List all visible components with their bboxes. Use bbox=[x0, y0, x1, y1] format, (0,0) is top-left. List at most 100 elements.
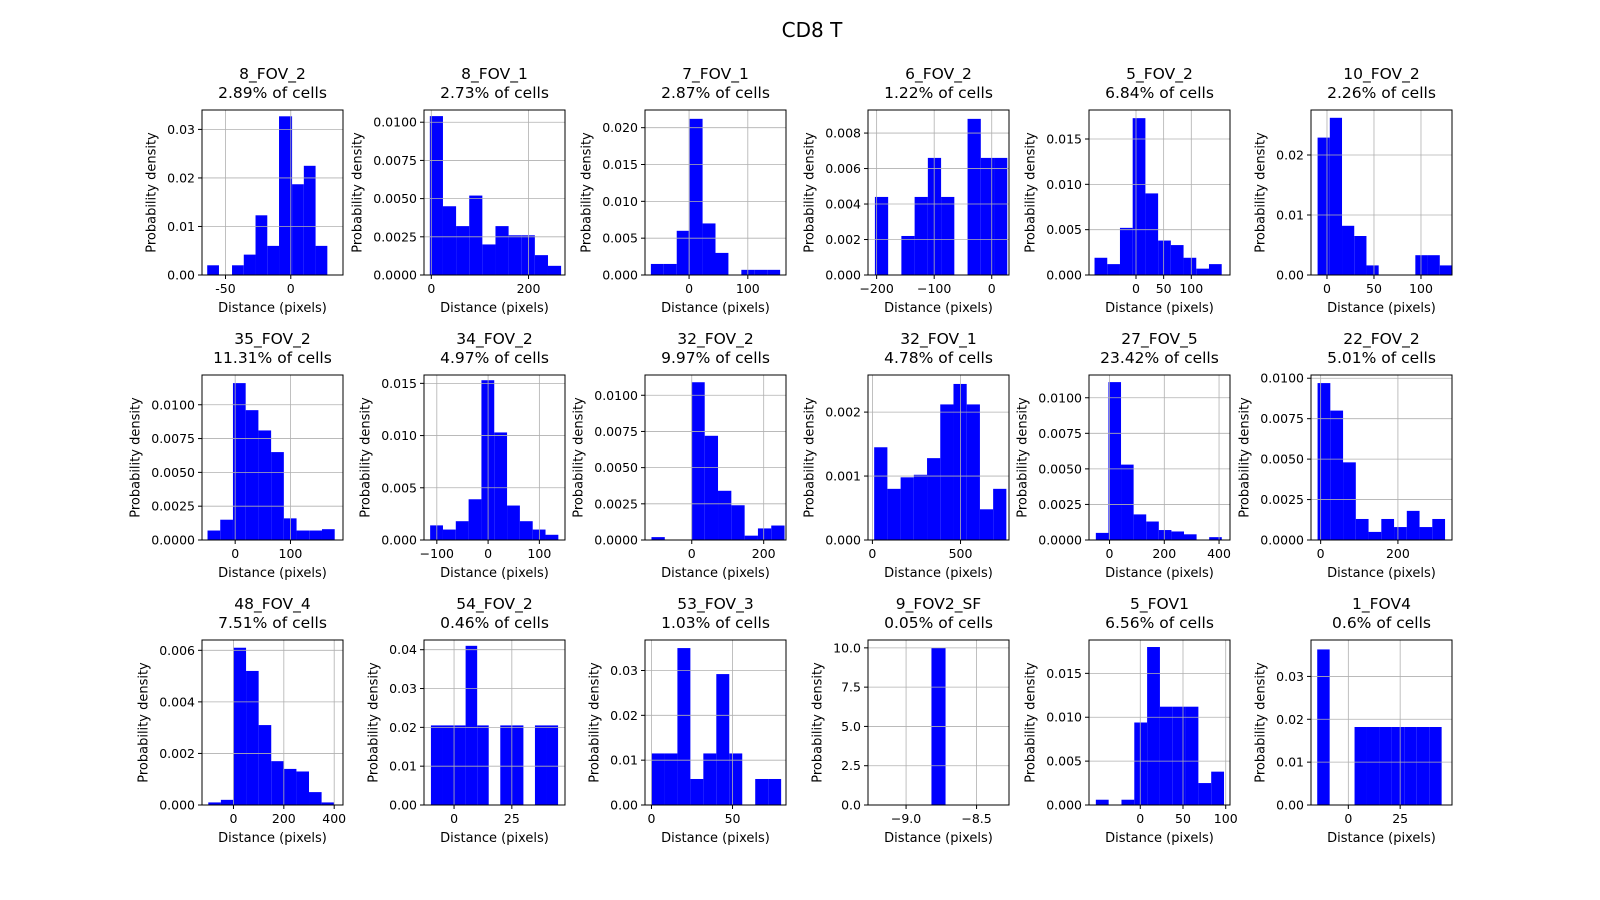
histogram-bar bbox=[650, 263, 664, 275]
histogram-bar bbox=[233, 647, 247, 805]
y-tick-label: 0.01 bbox=[389, 759, 417, 774]
y-axis-label: Probability density bbox=[1238, 397, 1253, 518]
x-tick-label: 0 bbox=[1132, 281, 1140, 296]
panel-title: 34_FOV_2 bbox=[456, 330, 533, 349]
histogram-bar bbox=[220, 519, 233, 540]
histogram-bar bbox=[455, 521, 469, 540]
histogram-bar bbox=[495, 226, 509, 275]
histogram-bar bbox=[454, 725, 466, 805]
axes-frame bbox=[201, 109, 344, 276]
histogram-bar bbox=[258, 725, 272, 805]
y-tick-label: 0.03 bbox=[610, 663, 638, 678]
x-axis-label: Distance (pixels) bbox=[884, 566, 993, 581]
y-tick-label: 0.02 bbox=[389, 720, 417, 735]
histogram-bar bbox=[519, 521, 533, 540]
y-tick-label: 0.005 bbox=[381, 480, 417, 495]
histogram-bar bbox=[271, 452, 284, 540]
histogram-bar bbox=[1196, 268, 1209, 275]
y-tick-label: 0.002 bbox=[825, 232, 861, 247]
histogram-bar bbox=[442, 529, 456, 540]
histogram-panel: −100 0 100 0.000 0.005 0.010 0.015 34_FOV_24.97… bbox=[359, 330, 566, 581]
x-axis-label: Distance (pixels) bbox=[1327, 566, 1436, 581]
histogram-bar bbox=[1134, 722, 1148, 805]
histogram-bar bbox=[1158, 530, 1172, 540]
x-axis-label: Distance (pixels) bbox=[1327, 301, 1436, 316]
axes-frame bbox=[644, 374, 787, 541]
histogram-bar bbox=[754, 269, 768, 275]
axes-frame bbox=[644, 109, 787, 276]
y-axis-label: Probability density bbox=[1016, 397, 1031, 518]
histogram-panel: −9.0 −8.5 0.0 2.5 5.0 7.5 10.0 9_FOV2_SF0.05% o… bbox=[810, 595, 1010, 846]
panel-subtitle: 1.03% of cells bbox=[661, 614, 770, 632]
histogram-bar bbox=[1317, 649, 1330, 805]
y-axis-label: Probability density bbox=[587, 662, 602, 783]
histogram-bar bbox=[901, 235, 915, 275]
histogram-bar bbox=[1183, 257, 1197, 275]
histogram-bar bbox=[508, 235, 522, 275]
x-tick-label: 0 bbox=[484, 546, 492, 561]
histogram-bar bbox=[771, 525, 785, 540]
histogram-panel: 0 500 0.000 0.001 0.002 32_FOV_14.78% of cell… bbox=[803, 330, 1010, 581]
histogram-bar bbox=[767, 269, 781, 275]
histogram-bar bbox=[704, 435, 719, 540]
histogram-bar bbox=[430, 725, 443, 805]
panel-title: 8_FOV_2 bbox=[239, 65, 306, 84]
y-tick-label: 0.0100 bbox=[373, 115, 417, 130]
axes-frame bbox=[423, 639, 566, 806]
y-tick-label: 0.0075 bbox=[1260, 411, 1304, 426]
y-tick-label: 0.00 bbox=[389, 798, 417, 813]
x-tick-label: −9.0 bbox=[891, 811, 921, 826]
y-tick-label: 0.0075 bbox=[373, 153, 417, 168]
x-tick-label: 0 bbox=[287, 281, 295, 296]
histogram-bar bbox=[303, 165, 316, 275]
histogram-panel: 0 200 400 0.0000 0.0025 0.0050 0.0075 0.0100 27_… bbox=[1016, 330, 1231, 581]
x-tick-label: 0 bbox=[1317, 546, 1325, 561]
x-tick-label: 50 bbox=[1175, 811, 1191, 826]
histogram-bar bbox=[1095, 532, 1109, 540]
y-tick-label: 0.006 bbox=[825, 161, 861, 176]
panel-subtitle: 9.97% of cells bbox=[661, 349, 770, 367]
y-tick-label: 0.0025 bbox=[1038, 497, 1082, 512]
y-tick-label: 0.015 bbox=[1046, 666, 1082, 681]
histogram-bar bbox=[1185, 706, 1199, 805]
y-tick-label: 0.000 bbox=[602, 268, 638, 283]
axes-frame bbox=[867, 374, 1010, 541]
histogram-bar bbox=[1095, 799, 1109, 805]
histogram-bar bbox=[545, 534, 559, 540]
histogram-bar bbox=[468, 499, 482, 540]
histogram-bar bbox=[309, 792, 322, 805]
x-axis-label: Distance (pixels) bbox=[1105, 566, 1214, 581]
y-tick-label: 0.0050 bbox=[1038, 461, 1082, 476]
histogram-bar bbox=[246, 670, 259, 805]
x-tick-label: 0 bbox=[648, 811, 656, 826]
histogram-panel: 0 100 0.0000 0.0025 0.0050 0.0075 0.0100 35_FOV… bbox=[129, 330, 344, 581]
panel-title: 10_FOV_2 bbox=[1343, 65, 1420, 84]
panels: -50 00.000.010.020.038_FOV_22.89% of cell… bbox=[129, 65, 1453, 846]
panel-title: 32_FOV_1 bbox=[900, 330, 977, 349]
y-tick-label: 0.02 bbox=[1276, 148, 1304, 163]
histogram-bar bbox=[768, 778, 782, 805]
x-tick-label: 0 bbox=[427, 281, 435, 296]
histogram-bar bbox=[547, 265, 562, 275]
axes-frame bbox=[1088, 374, 1231, 541]
axes-frame bbox=[1088, 639, 1231, 806]
panel-subtitle: 2.73% of cells bbox=[440, 84, 549, 102]
panel-subtitle: 2.26% of cells bbox=[1327, 84, 1436, 102]
axes-frame bbox=[644, 639, 787, 806]
panel-title: 6_FOV_2 bbox=[905, 65, 972, 84]
x-tick-label: 100 bbox=[1179, 281, 1203, 296]
axes-frame bbox=[201, 639, 344, 806]
y-tick-label: 0.000 bbox=[825, 268, 861, 283]
histogram-bar bbox=[689, 118, 703, 275]
histogram-bar bbox=[245, 410, 259, 540]
y-axis-label: Probability density bbox=[580, 132, 595, 253]
histogram-bar bbox=[729, 753, 743, 805]
axes-frame bbox=[1310, 109, 1453, 276]
histogram-bar bbox=[677, 648, 691, 805]
y-axis-label: Probability density bbox=[144, 132, 159, 253]
y-tick-label: 7.5 bbox=[841, 680, 861, 695]
histogram-bar bbox=[243, 254, 256, 275]
y-tick-label: 0.0100 bbox=[1260, 371, 1304, 386]
x-tick-label: 25 bbox=[504, 811, 520, 826]
histogram-bar bbox=[1145, 193, 1159, 275]
